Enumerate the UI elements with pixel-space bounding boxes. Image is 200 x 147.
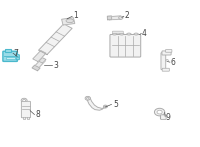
FancyBboxPatch shape [113, 31, 123, 34]
FancyBboxPatch shape [166, 50, 172, 52]
Ellipse shape [119, 16, 123, 19]
Text: 4: 4 [142, 29, 147, 38]
Text: 2: 2 [125, 11, 130, 20]
FancyBboxPatch shape [162, 51, 171, 55]
Text: 8: 8 [35, 111, 40, 120]
FancyBboxPatch shape [110, 35, 141, 57]
Ellipse shape [120, 33, 124, 35]
Polygon shape [109, 16, 121, 20]
FancyBboxPatch shape [161, 53, 166, 70]
Polygon shape [107, 16, 112, 20]
FancyBboxPatch shape [161, 115, 166, 119]
Text: 3: 3 [53, 61, 58, 70]
Bar [5, 50, 11, 52]
FancyBboxPatch shape [21, 101, 30, 118]
Ellipse shape [103, 105, 107, 108]
Ellipse shape [17, 57, 19, 58]
Ellipse shape [134, 33, 138, 35]
Ellipse shape [23, 99, 26, 101]
Ellipse shape [105, 106, 106, 107]
Polygon shape [62, 18, 75, 25]
Ellipse shape [166, 60, 168, 61]
Polygon shape [32, 65, 40, 71]
Ellipse shape [66, 19, 74, 23]
Text: 1: 1 [73, 11, 78, 20]
Ellipse shape [85, 96, 90, 100]
Ellipse shape [157, 110, 162, 114]
FancyBboxPatch shape [162, 68, 169, 71]
Text: 7: 7 [14, 49, 18, 58]
Text: 9: 9 [166, 113, 170, 122]
FancyBboxPatch shape [3, 51, 17, 61]
Text: 5: 5 [113, 100, 118, 109]
Text: 6: 6 [171, 58, 175, 67]
Ellipse shape [86, 97, 89, 99]
Ellipse shape [21, 98, 27, 103]
Polygon shape [87, 97, 107, 110]
FancyBboxPatch shape [16, 55, 19, 60]
Polygon shape [39, 24, 72, 55]
Polygon shape [33, 59, 45, 69]
Polygon shape [33, 51, 46, 62]
Ellipse shape [112, 33, 117, 35]
Ellipse shape [127, 33, 131, 35]
Ellipse shape [154, 108, 165, 116]
Bar [6, 57, 15, 59]
Polygon shape [39, 58, 46, 63]
